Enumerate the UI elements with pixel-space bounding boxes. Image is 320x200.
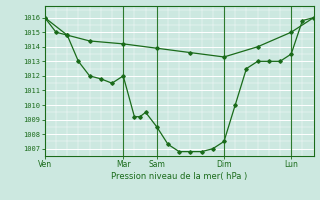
X-axis label: Pression niveau de la mer( hPa ): Pression niveau de la mer( hPa )	[111, 172, 247, 181]
